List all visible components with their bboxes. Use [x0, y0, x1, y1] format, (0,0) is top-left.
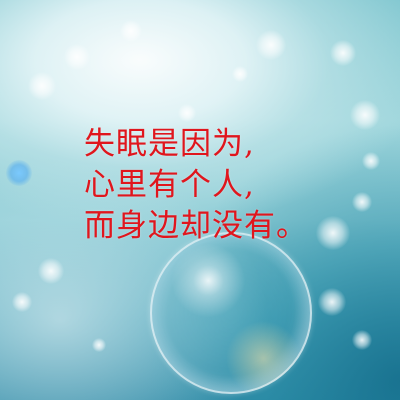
- bokeh-light: [350, 100, 380, 130]
- bokeh-blue: [6, 160, 32, 186]
- poem-text: 失眠是因为, 心里有个人, 而身边却没有。: [84, 124, 308, 247]
- bokeh-light: [352, 330, 372, 350]
- bokeh-light: [120, 20, 142, 42]
- bokeh-light: [12, 292, 32, 312]
- poem-line-1: 失眠是因为,: [84, 126, 255, 162]
- bokeh-light: [64, 44, 90, 70]
- bokeh-light: [92, 338, 106, 352]
- bokeh-light: [38, 258, 64, 284]
- bokeh-light: [28, 72, 56, 100]
- bokeh-light: [178, 104, 196, 122]
- bokeh-light: [330, 40, 356, 66]
- bokeh-light: [316, 216, 350, 250]
- bokeh-light: [362, 152, 380, 170]
- bokeh-light: [352, 192, 372, 212]
- poem-line-2: 心里有个人,: [84, 167, 255, 203]
- bokeh-light: [318, 288, 346, 316]
- bokeh-light: [232, 66, 248, 82]
- poem-line-3: 而身边却没有。: [84, 208, 308, 244]
- bokeh-light: [256, 30, 286, 60]
- soap-bubble-rim: [150, 232, 312, 394]
